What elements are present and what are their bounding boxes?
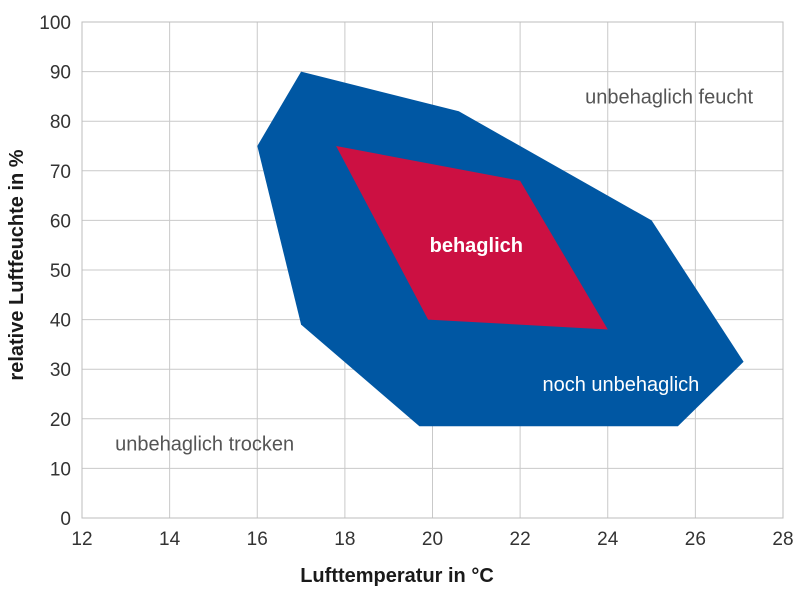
y-axis-title: relative Luftfeuchte in % [6,149,28,380]
x-tick-label: 26 [685,529,706,550]
region-behaglich [336,146,608,330]
y-tick-label: 0 [60,509,71,530]
y-tick-label: 30 [50,360,71,381]
y-tick-label: 40 [50,311,71,332]
y-tick-label: 70 [50,162,71,183]
y-tick-label: 100 [39,13,71,34]
label-unbehaglich-trocken: unbehaglich trocken [115,434,294,456]
x-tick-label: 20 [422,529,443,550]
regions [257,71,744,427]
plot-border [81,21,784,519]
y-tick-label: 80 [50,112,71,133]
x-tick-label: 24 [597,529,619,550]
y-tick-label: 50 [50,261,71,282]
x-axis-title: Lufttemperatur in °C [300,565,494,587]
x-tick-label: 16 [247,529,268,550]
plot-frame [81,21,784,519]
x-tick-label: 28 [772,529,793,550]
x-tick-label: 22 [510,529,531,550]
label-unbehaglich-feucht: unbehaglich feucht [585,86,753,108]
y-tick-label: 90 [50,63,71,84]
label-behaglich: behaglich [430,235,523,257]
y-tick-label: 60 [50,211,71,232]
x-tick-label: 14 [159,529,181,550]
annotations: unbehaglich feucht behaglich noch unbehagl… [115,86,753,455]
y-tick-label: 10 [50,459,71,480]
y-tick-label: 20 [50,410,71,431]
tick-labels: 12 14 16 18 20 22 24 26 28 0 10 20 30 40 50 60 70 80 90 100 [39,13,793,550]
x-tick-label: 18 [334,529,355,550]
label-noch-unbehaglich: noch unbehaglich [542,374,699,396]
x-tick-label: 12 [71,529,92,550]
